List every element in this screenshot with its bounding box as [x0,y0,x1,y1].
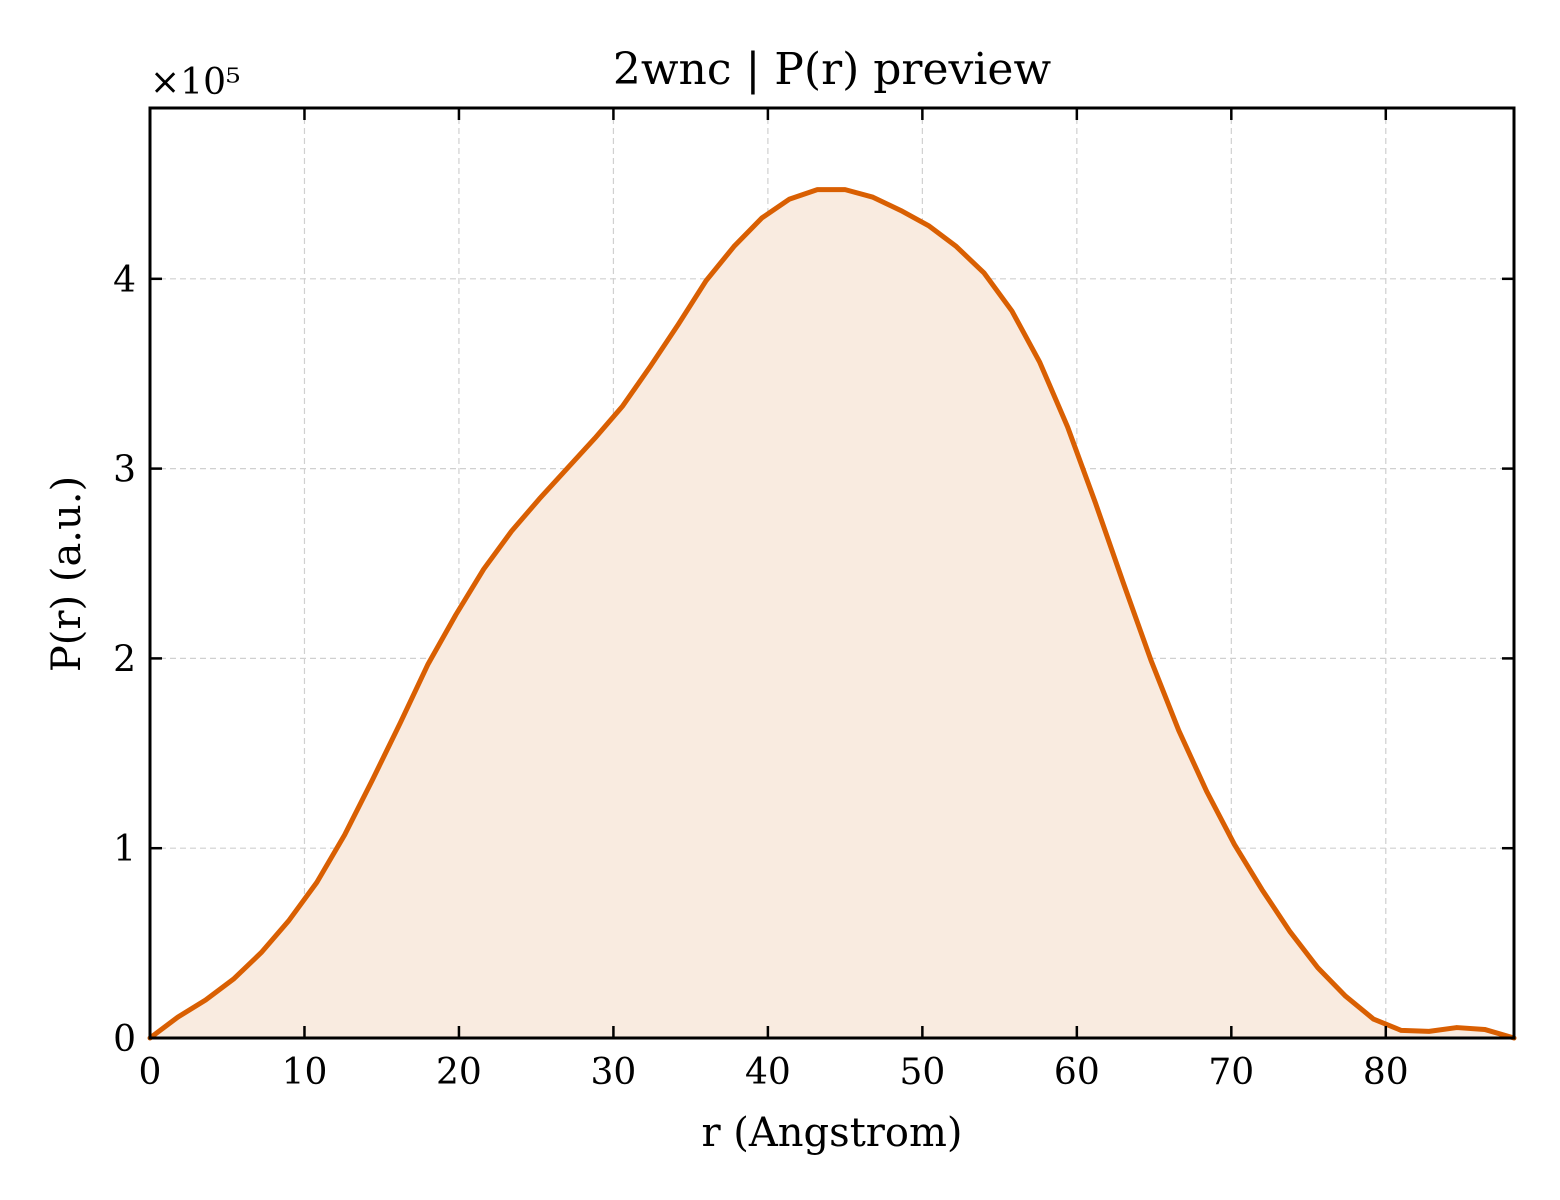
x-tick-label: 10 [282,1052,328,1093]
area-fill [150,189,1514,1039]
plot-frame [148,106,1516,1040]
x-tick-label: 80 [1363,1052,1409,1093]
chart-title: 2wnc | P(r) preview [613,44,1052,95]
x-tick-label: 70 [1208,1052,1254,1093]
series-line [147,187,1517,1041]
x-tick-label: 30 [591,1052,637,1093]
x-tick-label: 40 [745,1052,791,1093]
x-tick-label: 20 [436,1052,482,1093]
axis-ticks: 0 10 20 30 40 50 60 70 80 0 1 2 3 4 [113,108,1514,1093]
y-offset-label: ×10⁵ [150,62,240,103]
y-tick-label: 1 [113,829,136,870]
y-axis-label: P(r) (a.u.) [44,476,90,672]
x-tick-label: 60 [1054,1052,1100,1093]
y-tick-label: 4 [113,260,136,301]
y-tick-label: 0 [113,1019,136,1060]
y-tick-label: 2 [113,639,136,680]
x-tick-label: 50 [899,1052,945,1093]
x-axis-label: r (Angstrom) [701,1110,962,1156]
y-tick-label: 3 [113,450,136,491]
x-tick-label: 0 [139,1052,162,1093]
